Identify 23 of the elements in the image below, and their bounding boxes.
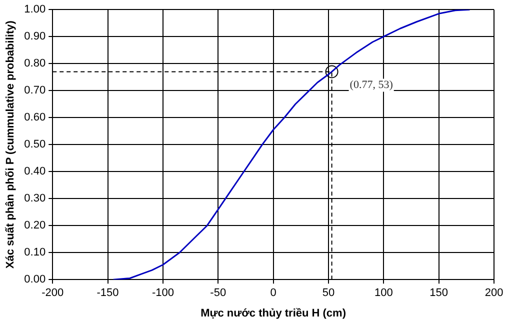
y-tick-label: 0.60 (24, 112, 46, 124)
x-tick-label: 100 (374, 287, 393, 300)
y-tick-label: 0.40 (24, 166, 46, 178)
x-tick-label: 0 (270, 287, 276, 300)
y-tick-label: 0.30 (24, 192, 46, 205)
y-tick-label: 0.70 (24, 84, 46, 97)
y-tick-label: 0.50 (24, 138, 46, 151)
x-tick-label: -100 (152, 287, 174, 300)
annotation: (0.77, 53) (350, 79, 394, 92)
y-tick-label: 0.10 (24, 246, 46, 259)
x-tick-label: 200 (484, 287, 504, 300)
x-axis-title: Mực nước thủy triều H (cm) (200, 307, 346, 320)
y-tick-label: 0.00 (24, 274, 46, 286)
x-tick-label: 150 (430, 287, 448, 300)
y-tick-label: 0.80 (24, 58, 46, 70)
x-tick-label: -50 (210, 287, 226, 300)
y-tick-label: 0.90 (24, 30, 46, 43)
x-tick-label: -150 (96, 287, 119, 300)
x-tick-label: 50 (322, 287, 335, 300)
y-tick-label: 1.00 (24, 4, 46, 16)
x-tick-label: -200 (42, 287, 64, 300)
y-axis-title: Xác suất phân phối P (cummulative probability) (4, 20, 17, 269)
y-tick-label: 0.20 (24, 220, 46, 232)
